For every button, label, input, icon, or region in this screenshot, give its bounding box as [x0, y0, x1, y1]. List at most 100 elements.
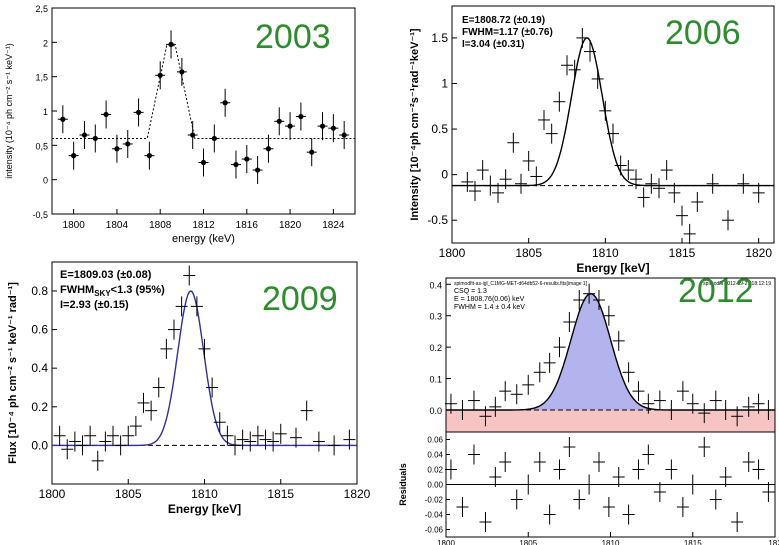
- data-point: [545, 123, 558, 144]
- data-point: [642, 393, 655, 414]
- data-point: [599, 100, 612, 121]
- y-tick-label: 0,5: [35, 141, 48, 151]
- data-point: [612, 330, 625, 351]
- data-point: [660, 160, 673, 181]
- data-point: [230, 150, 241, 179]
- data-point: [476, 160, 489, 181]
- data-point: [489, 396, 502, 417]
- fit-annotation: E = 1808.76(0.06) keV: [454, 296, 525, 303]
- data-point: [576, 27, 589, 48]
- x-tick-label: 1820: [344, 487, 371, 501]
- residual-point: [467, 444, 480, 465]
- data-point: [220, 88, 231, 117]
- y-tick-label: 0.4: [31, 361, 48, 375]
- data-point: [176, 57, 187, 86]
- fit-header-file: spimodfit-as-igl_C1MG-MET-d64db52-6-resu…: [454, 281, 588, 287]
- model-curve: [452, 37, 774, 187]
- chart-panel-2009: 1800 1805 1810 1815 1820 0.0 0.2 0.4 0.6 0.8 Energ…: [7, 261, 371, 516]
- data-point: [522, 150, 535, 171]
- residual-point: [686, 474, 699, 495]
- data-point: [190, 296, 203, 317]
- data-point: [122, 129, 133, 158]
- fit-annotation-fwhm: FWHMSKY<1.3 (95%): [60, 284, 165, 298]
- residuals-panel: 0.06 0.04 0.02 0.00 -0.02 -0.04 -0.06 Residuals: [398, 431, 776, 538]
- data-point: [285, 112, 296, 141]
- residual-tick-label: -0.04: [425, 511, 444, 520]
- data-point: [68, 431, 81, 452]
- data-point: [317, 112, 328, 141]
- data-point: [444, 393, 457, 414]
- year-label: 2006: [665, 14, 741, 52]
- data-point: [251, 425, 264, 446]
- fit-annotation: E=1808.72 (±0.19): [462, 15, 545, 26]
- data-point: [166, 30, 177, 59]
- data-point: [533, 362, 546, 383]
- data-point: [731, 406, 744, 427]
- data-point: [607, 123, 619, 144]
- data-point: [114, 435, 127, 456]
- data-point: [630, 169, 642, 190]
- data-point: [706, 173, 719, 194]
- data-point: [507, 132, 520, 153]
- data-point: [543, 352, 556, 373]
- data-point: [198, 338, 211, 359]
- x-tick-label: 1805: [515, 246, 542, 260]
- y-tick-label: 0.0: [429, 406, 442, 416]
- residual-point: [665, 459, 678, 480]
- data-point: [553, 337, 566, 358]
- data-point: [467, 390, 480, 411]
- data-point: [144, 141, 155, 170]
- data-point: [312, 431, 325, 452]
- residual-point: [719, 467, 732, 487]
- fit-header-date: spimodfit 2012-09-27 18:12:19: [703, 281, 771, 287]
- y-tick-label: 0.2: [429, 343, 442, 353]
- data-point: [686, 393, 699, 414]
- x-tick-label: 1800: [437, 539, 455, 545]
- residual-point: [499, 452, 512, 472]
- y-tick-label: 1: [441, 76, 448, 90]
- x-tick-label: 1812: [192, 220, 215, 231]
- residual-point: [533, 452, 546, 472]
- data-point: [583, 283, 596, 304]
- residual-tick-label: -0.02: [425, 496, 444, 505]
- data-point: [53, 425, 66, 446]
- data-point: [91, 450, 104, 471]
- y-tick-label: 1,5: [35, 73, 48, 83]
- residuals-label: Residuals: [398, 463, 408, 506]
- data-point: [274, 423, 287, 444]
- data-point: [456, 400, 469, 420]
- residual-point: [522, 474, 535, 495]
- data-point: [709, 390, 722, 411]
- data-point: [295, 102, 306, 131]
- data-point: [698, 403, 711, 424]
- data-point: [155, 61, 166, 90]
- x-tick-label: 1810: [592, 246, 619, 260]
- data-point: [632, 381, 645, 402]
- data-point: [538, 109, 550, 130]
- data-point: [99, 431, 112, 452]
- y-axis-label: Flux [10⁻⁴ ph cm⁻² s⁻¹ keV⁻¹ rad⁻¹]: [7, 282, 19, 464]
- x-tick-label: 1815: [267, 487, 294, 501]
- chart-panel-2012: 18001805181018151820.00.10.20.30.40.060.…: [398, 272, 779, 545]
- data-point: [676, 381, 689, 402]
- residual-point: [709, 489, 722, 510]
- y-tick-label: 0.3: [429, 312, 442, 322]
- x-tick-label: 1810: [191, 487, 218, 501]
- data-point: [137, 392, 150, 413]
- residual-point: [653, 482, 666, 502]
- data-point: [522, 374, 535, 395]
- y-tick-label: 1: [43, 107, 48, 117]
- residual-point: [602, 497, 615, 517]
- data-point: [101, 100, 112, 129]
- residual-point: [573, 489, 586, 510]
- data-point: [737, 173, 750, 194]
- data-point: [206, 377, 219, 398]
- data-point: [691, 191, 704, 212]
- data-point: [259, 429, 272, 450]
- data-point: [484, 175, 497, 196]
- data-point: [645, 173, 658, 194]
- data-point: [653, 178, 665, 199]
- data-point: [221, 425, 234, 446]
- data-point: [563, 312, 576, 332]
- data-point: [499, 381, 512, 402]
